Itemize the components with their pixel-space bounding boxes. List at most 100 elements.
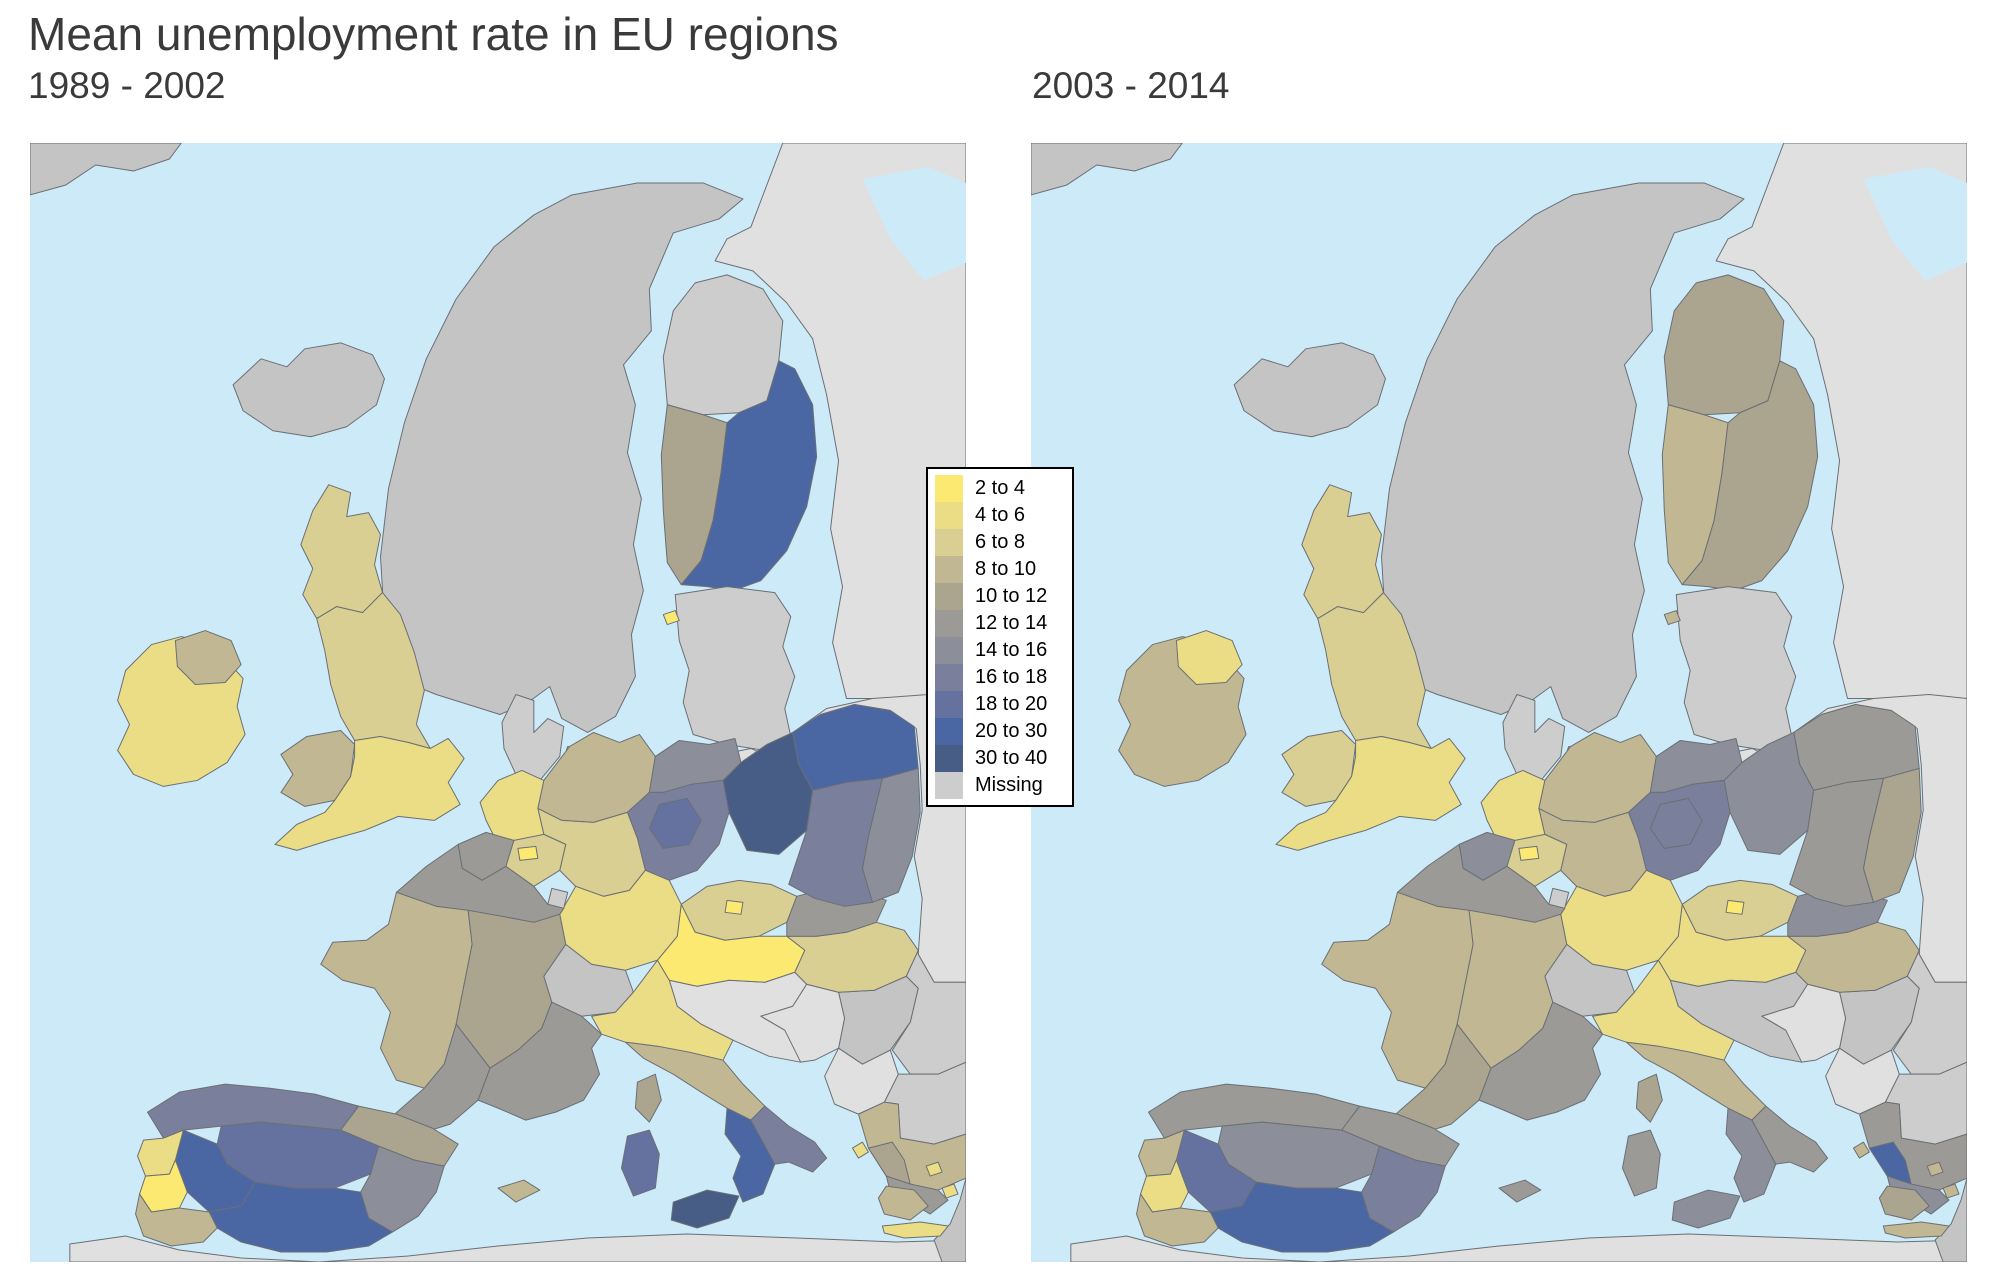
legend-item: 14 to 16 <box>935 637 1068 664</box>
region-africa-north <box>1070 1233 1967 1262</box>
region-aegean-islands-2 <box>925 1161 943 1177</box>
region-denmark <box>1502 694 1566 781</box>
region-puglia <box>750 1105 828 1173</box>
legend-label: Missing <box>975 774 1043 796</box>
choropleth-map-2003-2014 <box>1031 143 1967 1262</box>
legend-swatch <box>935 610 963 637</box>
region-sardinia <box>620 1129 660 1197</box>
region-austria <box>1657 903 1807 987</box>
region-peloponnese <box>877 1185 929 1221</box>
region-portugal-south <box>1136 1193 1219 1247</box>
region-corfu <box>851 1141 869 1159</box>
region-aegean-islands-2 <box>1926 1161 1944 1177</box>
region-white-sea <box>862 166 966 281</box>
region-crete <box>1882 1221 1950 1239</box>
legend-swatch <box>935 772 963 799</box>
legend-swatch <box>935 475 963 502</box>
legend-label: 2 to 4 <box>975 477 1026 499</box>
region-crete <box>881 1221 949 1239</box>
map-panel-1989-2002 <box>30 143 966 1262</box>
region-prague <box>724 899 744 915</box>
map-panel-2003-2014 <box>1031 143 1967 1262</box>
region-sicily <box>1671 1189 1741 1229</box>
region-andalusia <box>208 1181 393 1253</box>
region-sicily <box>670 1189 740 1229</box>
legend-swatch <box>935 745 963 772</box>
legend-label: 20 to 30 <box>975 720 1048 742</box>
region-england-south <box>274 735 465 851</box>
legend-swatch <box>935 583 963 610</box>
region-france-southeast <box>477 1001 603 1121</box>
region-england-north <box>1317 592 1432 749</box>
legend-item: 20 to 30 <box>935 718 1068 745</box>
region-scandinavia <box>380 182 744 733</box>
legend-label: 18 to 20 <box>975 693 1048 715</box>
region-austria <box>656 903 806 987</box>
region-brussels <box>517 845 539 861</box>
region-greenland <box>30 143 182 196</box>
region-finland-east <box>680 360 818 592</box>
region-france-southeast <box>1478 1001 1604 1121</box>
legend-swatch <box>935 556 963 583</box>
panel-subtitle-2003-2014: 2003 - 2014 <box>1032 65 1230 106</box>
region-saxony-anhalt <box>648 797 702 849</box>
legend-label: 30 to 40 <box>975 747 1048 769</box>
region-scandinavia <box>1381 182 1745 733</box>
region-balearic-islands <box>1498 1179 1542 1203</box>
region-saxony-anhalt <box>1649 797 1703 849</box>
region-sardinia <box>1621 1129 1661 1197</box>
region-white-sea <box>1863 166 1967 281</box>
legend-item: Missing <box>935 772 1068 799</box>
region-finland-north <box>662 274 784 416</box>
region-northern-ireland <box>1175 630 1243 686</box>
legend-item: 12 to 14 <box>935 610 1068 637</box>
legend-swatch <box>935 691 963 718</box>
legend-swatch <box>935 637 963 664</box>
panel-subtitle-1989-2002: 1989 - 2002 <box>28 65 226 106</box>
region-corfu <box>1852 1141 1870 1159</box>
region-finland-east <box>1681 360 1819 592</box>
region-brussels <box>1518 845 1540 861</box>
legend-item: 18 to 20 <box>935 691 1068 718</box>
legend-item: 10 to 12 <box>935 583 1068 610</box>
page-title: Mean unemployment rate in EU regions <box>28 8 839 60</box>
region-greenland <box>1031 143 1183 196</box>
region-england-north <box>316 592 431 749</box>
legend-item: 6 to 8 <box>935 529 1068 556</box>
legend-label: 16 to 18 <box>975 666 1048 688</box>
legend-label: 4 to 6 <box>975 504 1026 526</box>
region-puglia <box>1751 1105 1829 1173</box>
region-iceland <box>232 342 385 438</box>
region-aland <box>1663 610 1681 626</box>
legend-item: 2 to 4 <box>935 475 1068 502</box>
region-corsica <box>1635 1073 1663 1123</box>
region-baltic-states <box>674 586 796 751</box>
region-greece-macedonia <box>1868 1141 1912 1185</box>
choropleth-map-1989-2002 <box>30 143 966 1262</box>
region-poland-south <box>1789 777 1884 907</box>
legend-item: 16 to 18 <box>935 664 1068 691</box>
region-africa-north <box>69 1233 966 1262</box>
legend: 2 to 4 4 to 6 6 to 8 8 to 10 10 to 12 12 to 1… <box>926 467 1074 807</box>
region-spain-east <box>1361 1145 1446 1233</box>
legend-item: 8 to 10 <box>935 556 1068 583</box>
region-finland-north <box>1663 274 1785 416</box>
region-greece-macedonia <box>867 1141 911 1185</box>
region-northern-ireland <box>174 630 242 686</box>
region-andalusia <box>1209 1181 1394 1253</box>
region-france-southwest <box>1392 1023 1492 1135</box>
legend-label: 14 to 16 <box>975 639 1048 661</box>
region-baltic-states <box>1675 586 1797 751</box>
region-spain-east <box>360 1145 445 1233</box>
legend-label: 6 to 8 <box>975 531 1026 553</box>
legend-item: 4 to 6 <box>935 502 1068 529</box>
region-netherlands <box>479 769 545 845</box>
region-netherlands <box>1480 769 1546 845</box>
legend-swatch <box>935 502 963 529</box>
region-aegean-islands <box>1942 1183 1960 1199</box>
legend-swatch <box>935 529 963 556</box>
legend-swatch <box>935 718 963 745</box>
legend-label: 10 to 12 <box>975 585 1048 607</box>
legend-item: 30 to 40 <box>935 745 1068 772</box>
region-prague <box>1725 899 1745 915</box>
